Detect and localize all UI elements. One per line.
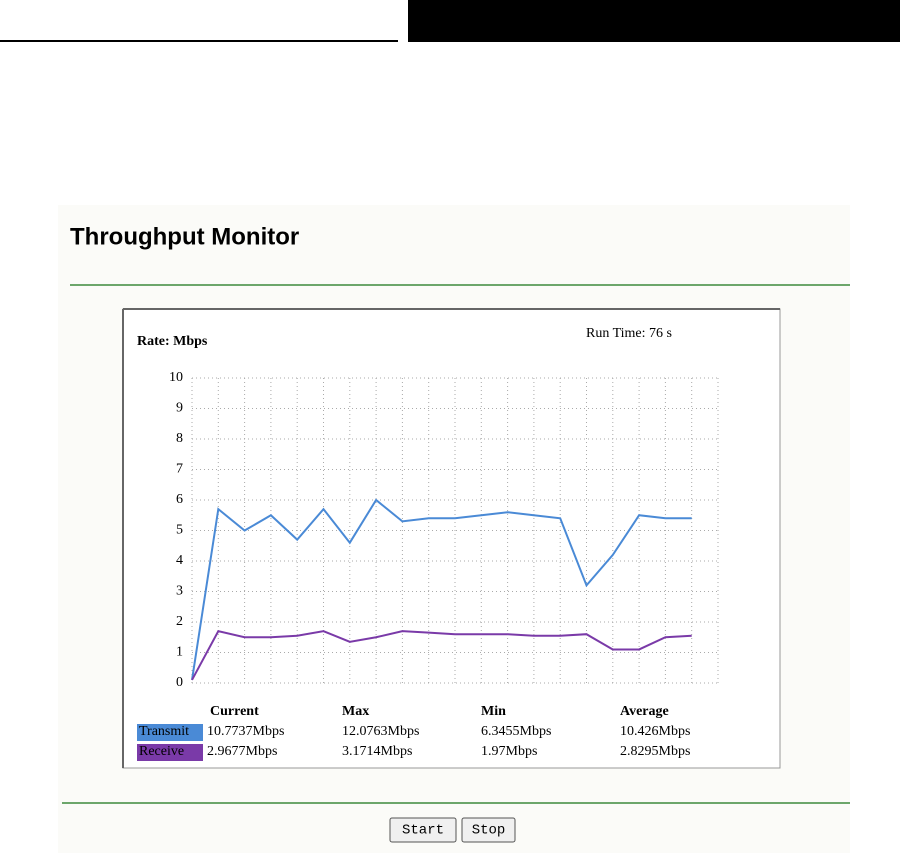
stats-value: 12.0763Mbps: [342, 724, 419, 739]
stats-value: 2.8295Mbps: [620, 744, 690, 759]
run-time: Run Time: 76 s: [586, 326, 672, 341]
legend-swatch: [137, 724, 203, 741]
y-tick-label: 2: [176, 614, 183, 629]
stats-value: 10.7737Mbps: [207, 724, 284, 739]
start-button[interactable]: [389, 817, 457, 843]
stats-header: Current: [210, 704, 259, 719]
stats-value: 10.426Mbps: [620, 724, 690, 739]
legend-label: Receive: [139, 744, 184, 759]
stats-header: Min: [481, 704, 506, 719]
y-tick-label: 8: [176, 431, 183, 446]
header-bar: [408, 0, 900, 42]
stats-header: Max: [342, 704, 369, 719]
stats-value: 2.9677Mbps: [207, 744, 277, 759]
stop-label[interactable]: Stop: [472, 823, 506, 839]
legend-label: Transmit: [139, 724, 189, 739]
y-tick-label: 10: [169, 370, 183, 385]
start-label[interactable]: Start: [402, 823, 444, 839]
stats-value: 6.3455Mbps: [481, 724, 551, 739]
y-axis-label: Rate: Mbps: [137, 334, 208, 349]
series-line: [191, 630, 692, 681]
y-tick-label: 4: [176, 553, 183, 568]
y-tick-label: 0: [176, 675, 183, 690]
y-tick-label: 6: [176, 492, 183, 507]
y-tick-label: 9: [176, 401, 183, 416]
stop-button[interactable]: [461, 817, 516, 843]
y-tick-label: 5: [176, 523, 183, 538]
y-tick-label: 3: [176, 584, 183, 599]
series-line: [191, 498, 692, 681]
page-title: Throughput Monitor: [70, 223, 299, 250]
y-tick-label: 7: [176, 462, 183, 477]
chart-frame: [122, 308, 781, 769]
y-tick-label: 1: [176, 645, 183, 660]
stats-value: 3.1714Mbps: [342, 744, 412, 759]
legend-swatch: [137, 744, 203, 761]
stats-value: 1.97Mbps: [481, 744, 537, 759]
stats-header: Average: [620, 704, 669, 719]
